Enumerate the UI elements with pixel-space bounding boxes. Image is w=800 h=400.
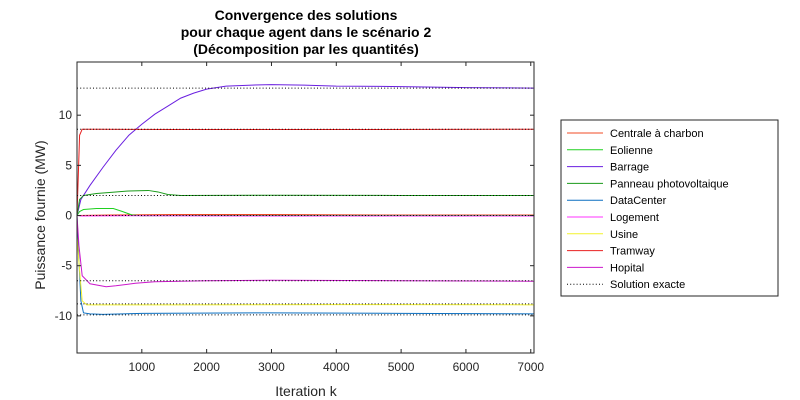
- legend-item-eolienne: Eolienne: [567, 145, 653, 157]
- chart-title-line-3: (Décomposition par les quantités): [193, 41, 419, 57]
- legend-label: Eolienne: [610, 145, 653, 157]
- series-tramway: [77, 128, 534, 216]
- series-barrage: [77, 84, 534, 216]
- legend-item-solution-exacte: Solution exacte: [567, 279, 685, 291]
- x-tick-label: 3000: [258, 360, 285, 374]
- axes-box: [76, 61, 535, 354]
- legend-label: Centrale à charbon: [610, 128, 704, 140]
- x-tick-label: 1000: [128, 360, 155, 374]
- legend-item-hopital: Hopital: [567, 262, 644, 274]
- series-usine: [77, 235, 534, 306]
- x-tick-label: 4000: [323, 360, 350, 374]
- legend-item-logement: Logement: [567, 212, 659, 224]
- legend-label: Tramway: [610, 246, 655, 258]
- chart-title: Convergence des solutions pour chaque ag…: [181, 7, 432, 57]
- y-tick-label: 0: [65, 209, 72, 223]
- legend: Centrale à charbon Eolienne Barrage Panneau…: [560, 119, 779, 297]
- series-hopital: [77, 215, 534, 288]
- y-axis-label: Puissance fournie (MW): [32, 140, 48, 289]
- legend-item-tramway: Tramway: [567, 246, 655, 258]
- legend-item-usine: Usine: [567, 229, 638, 241]
- legend-label: Solution exacte: [610, 279, 685, 291]
- y-tick-label: -5: [61, 259, 72, 273]
- y-tick-label: 10: [59, 108, 73, 122]
- chart-title-line-2: pour chaque agent dans le scénario 2: [181, 24, 432, 40]
- axes: 1000 2000 3000 4000 5000 6000 7000 -10 -5 0 5 10: [55, 61, 544, 374]
- legend-label: Logement: [610, 212, 659, 224]
- legend-item-datacenter: DataCenter: [567, 195, 667, 207]
- legend-item-panneau-photovoltaique: Panneau photovoltaique: [567, 178, 729, 190]
- x-tick-label: 6000: [453, 360, 480, 374]
- legend-label: Usine: [610, 229, 638, 241]
- legend-item-barrage: Barrage: [567, 162, 649, 174]
- legend-item-centrale-a-charbon: Centrale à charbon: [567, 128, 704, 140]
- legend-label: Barrage: [610, 162, 649, 174]
- plot-area: [77, 62, 534, 353]
- x-tick-label: 5000: [388, 360, 415, 374]
- y-tick-label: 5: [65, 158, 72, 172]
- x-tick-label: 2000: [193, 360, 220, 374]
- x-tick-label: 7000: [517, 360, 544, 374]
- legend-label: Panneau photovoltaique: [610, 178, 729, 190]
- legend-label: Hopital: [610, 262, 644, 274]
- series-datacenter: [77, 215, 534, 315]
- chart-title-line-1: Convergence des solutions: [215, 7, 398, 23]
- y-tick-label: -10: [55, 309, 73, 323]
- plot-background: [77, 62, 534, 353]
- legend-box: [560, 119, 779, 297]
- x-axis-label: Iteration k: [275, 383, 337, 399]
- legend-label: DataCenter: [610, 195, 667, 207]
- series-logement: [77, 215, 534, 217]
